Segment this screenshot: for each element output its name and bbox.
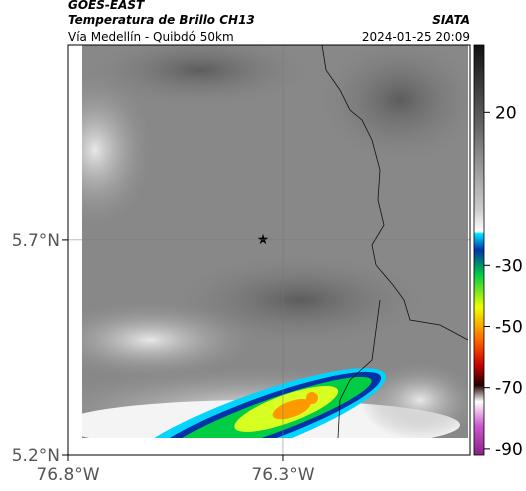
colorbar-label: -90 xyxy=(495,440,523,460)
lon-label: 76.8°W xyxy=(36,465,99,485)
colorbar-label: -30 xyxy=(495,256,523,276)
map-frame xyxy=(67,44,471,456)
title: GOES-EAST xyxy=(68,0,145,12)
lat-label: 5.2°N xyxy=(12,446,60,466)
datetime: 2024-01-25 20:09 xyxy=(362,30,470,44)
colorbar-label: -70 xyxy=(495,379,523,399)
colorbar-label: -50 xyxy=(495,317,523,337)
borders xyxy=(321,44,469,439)
subtitle: Temperatura de Brillo CH13 xyxy=(68,13,255,27)
lat-label: 5.7°N xyxy=(12,231,60,251)
lon-label: 76.3°W xyxy=(251,465,314,485)
colorbar xyxy=(473,44,485,456)
colorbar-label: 20 xyxy=(495,103,517,123)
location: Vía Medellín - Quibdó 50km xyxy=(68,30,234,44)
satellite-image xyxy=(82,45,468,438)
agency: SIATA xyxy=(432,13,470,27)
